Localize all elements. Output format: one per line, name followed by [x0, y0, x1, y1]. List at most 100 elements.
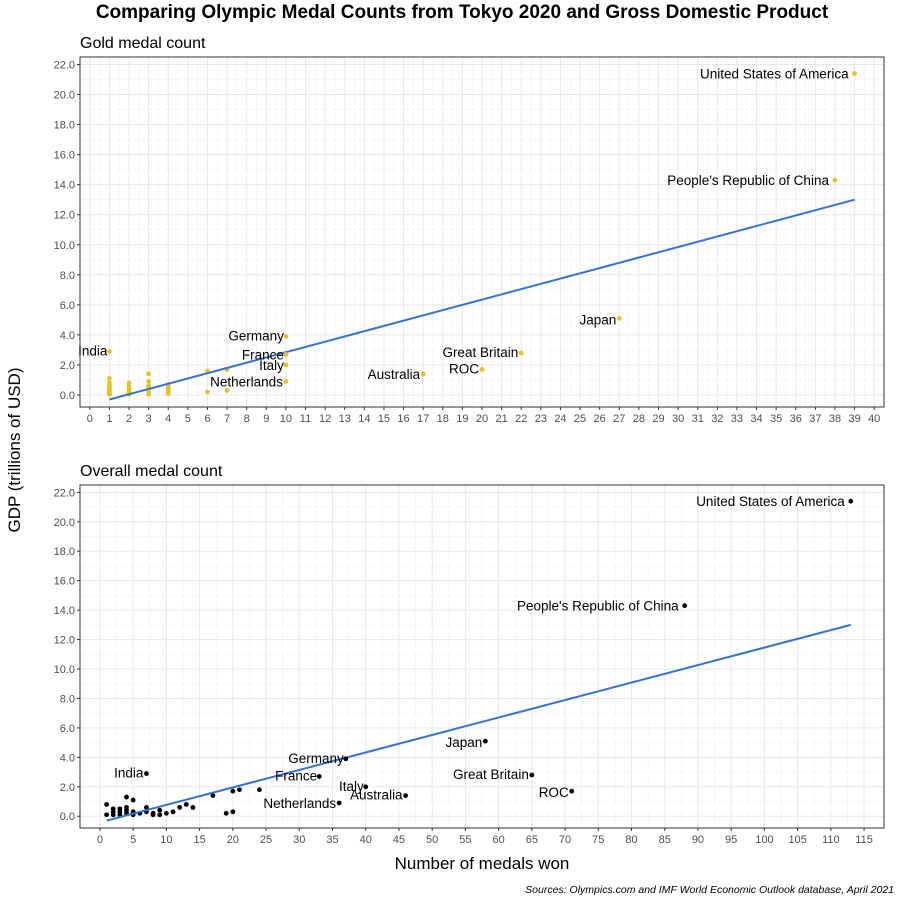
y-tick-label: 8.0: [60, 270, 75, 282]
x-tick-label: 6: [204, 413, 210, 425]
x-tick-label: 17: [417, 413, 429, 425]
x-tick-label: 21: [495, 413, 507, 425]
x-tick-label: 33: [731, 413, 743, 425]
y-tick-label: 22.0: [54, 487, 75, 499]
data-point: [257, 787, 262, 793]
point-label: Germany: [288, 751, 344, 766]
x-tick-label: 50: [426, 834, 438, 846]
panel-title: Overall medal count: [80, 463, 223, 480]
x-tick-label: 10: [280, 413, 292, 425]
labeled-data-point: [482, 738, 488, 744]
y-tick-label: 4.0: [60, 752, 75, 764]
data-point: [144, 804, 149, 810]
data-point: [110, 812, 116, 818]
source-note: Sources: Olympics.com and IMF World Econ…: [525, 884, 894, 896]
data-point: [157, 807, 163, 813]
y-tick-label: 16.0: [54, 576, 75, 588]
point-label: Japan: [579, 312, 616, 327]
x-tick-label: 14: [358, 413, 370, 425]
data-point: [224, 388, 230, 393]
data-point: [190, 804, 196, 810]
data-point: [163, 810, 169, 816]
labeled-data-point: [283, 362, 289, 368]
point-label: France: [275, 768, 317, 783]
point-label: India: [78, 343, 108, 358]
x-tick-label: 0: [97, 834, 103, 846]
labeled-data-point: [848, 498, 854, 504]
x-tick-label: 37: [809, 413, 821, 425]
labeled-data-point: [479, 367, 485, 372]
labeled-data-point: [852, 71, 857, 76]
point-label: ROC: [539, 785, 569, 800]
y-tick-label: 0.0: [60, 390, 75, 402]
labeled-data-point: [283, 333, 289, 339]
x-tick-label: 25: [574, 413, 586, 425]
x-tick-label: 36: [790, 413, 802, 425]
point-label: ROC: [449, 361, 479, 376]
x-tick-label: 22: [515, 413, 527, 425]
x-tick-label: 100: [755, 834, 773, 846]
labeled-data-point: [107, 349, 112, 354]
y-tick-label: 2.0: [60, 360, 75, 372]
data-point: [130, 797, 136, 803]
labeled-data-point: [569, 788, 575, 794]
y-tick-label: 20.0: [54, 517, 75, 529]
data-point: [150, 812, 156, 818]
x-tick-label: 4: [165, 413, 171, 425]
x-tick-label: 0: [87, 413, 93, 425]
point-label: Netherlands: [263, 796, 336, 811]
y-tick-label: 2.0: [60, 782, 75, 794]
y-tick-label: 18.0: [54, 546, 75, 558]
x-tick-label: 80: [625, 834, 637, 846]
point-label: United States of America: [696, 494, 845, 509]
x-tick-label: 40: [868, 413, 880, 425]
x-tick-label: 85: [659, 834, 671, 846]
point-label: Germany: [228, 328, 284, 343]
data-point: [146, 391, 152, 397]
data-point: [146, 371, 152, 377]
point-label: Netherlands: [210, 374, 283, 389]
x-tick-label: 95: [725, 834, 737, 846]
x-tick-label: 15: [193, 834, 205, 846]
labeled-data-point: [518, 350, 524, 356]
x-tick-label: 31: [692, 413, 704, 425]
labeled-data-point: [316, 774, 322, 779]
y-tick-label: 6.0: [60, 300, 75, 312]
x-tick-label: 10: [160, 834, 172, 846]
data-point: [104, 812, 109, 818]
data-point: [237, 787, 242, 793]
x-tick-label: 12: [319, 413, 331, 425]
point-label: Italy: [339, 779, 364, 794]
labeled-data-point: [283, 352, 289, 357]
x-tick-label: 15: [378, 413, 390, 425]
y-tick-label: 14.0: [54, 605, 75, 617]
y-tick-label: 18.0: [54, 120, 75, 132]
x-tick-label: 60: [492, 834, 504, 846]
x-tick-label: 90: [692, 834, 704, 846]
labeled-data-point: [343, 756, 349, 762]
labeled-data-point: [363, 784, 369, 790]
x-tick-label: 27: [613, 413, 625, 425]
y-tick-label: 12.0: [54, 210, 75, 222]
x-tick-label: 9: [263, 413, 269, 425]
x-tick-label: 65: [526, 834, 538, 846]
x-tick-label: 32: [711, 413, 723, 425]
x-tick-label: 20: [476, 413, 488, 425]
point-label: Italy: [259, 358, 284, 373]
x-tick-label: 5: [185, 413, 191, 425]
y-tick-label: 0.0: [60, 811, 75, 823]
labeled-data-point: [832, 177, 838, 183]
data-point: [177, 804, 183, 810]
gold-medal-panel: Gold medal count 0.0 2.0 4.0 6.0 8.0 10.0 12.0 1…: [54, 35, 885, 425]
data-point: [165, 391, 171, 396]
labeled-data-point: [283, 379, 289, 384]
data-point: [205, 389, 210, 395]
x-tick-label: 30: [672, 413, 684, 425]
x-tick-label: 19: [456, 413, 468, 425]
trend-line: [109, 198, 855, 401]
x-tick-label: 35: [770, 413, 782, 425]
y-tick-label: 8.0: [60, 693, 75, 705]
x-tick-label: 2: [126, 413, 132, 425]
point-label: Great Britain: [453, 767, 529, 782]
x-tick-label: 115: [855, 834, 873, 846]
